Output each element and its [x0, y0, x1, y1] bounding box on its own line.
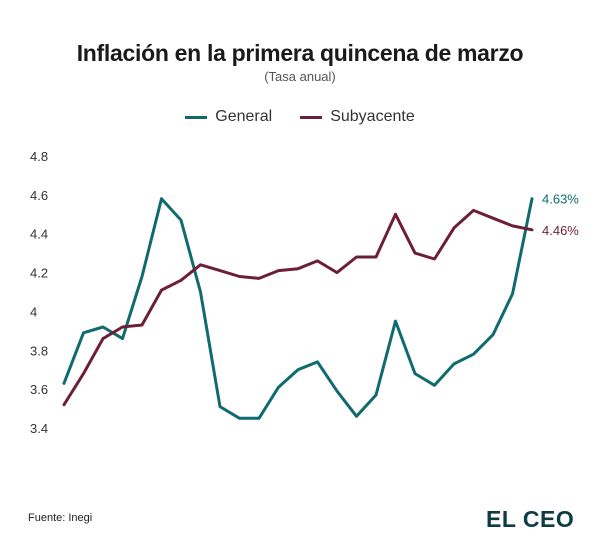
chart-subtitle: (Tasa anual): [264, 69, 336, 84]
legend-label-subyacente: Subyacente: [330, 108, 415, 125]
chart-title: Inflación en la primera quincena de marz…: [76, 40, 524, 66]
end-label-general: 4.63%: [542, 192, 579, 207]
y-tick-label: 4.4: [30, 227, 48, 242]
y-tick-label: 4.6: [30, 188, 48, 203]
legend-item-general: General: [185, 108, 272, 126]
el-ceo-logo: EL CEO: [486, 506, 575, 532]
legend-label-general: General: [215, 108, 273, 125]
legend-swatch-general: [185, 115, 208, 119]
source-note: Fuente: Inegi: [28, 512, 93, 524]
y-tick-label: 4.8: [30, 149, 48, 164]
y-tick-label: 3.4: [30, 421, 48, 436]
legend-item-subyacente: Subyacente: [300, 108, 415, 126]
chart-legend: General Subyacente: [0, 108, 600, 126]
y-tick-label: 4.2: [30, 266, 48, 281]
y-tick-label: 4: [30, 304, 37, 319]
legend-swatch-subyacente: [300, 115, 323, 119]
y-tick-label: 3.8: [30, 343, 48, 358]
series-line-general: [62, 197, 534, 420]
y-tick-label: 3.6: [30, 382, 48, 397]
end-label-subyacente: 4.46%: [542, 223, 579, 238]
series-line-subyacente: [62, 208, 534, 407]
